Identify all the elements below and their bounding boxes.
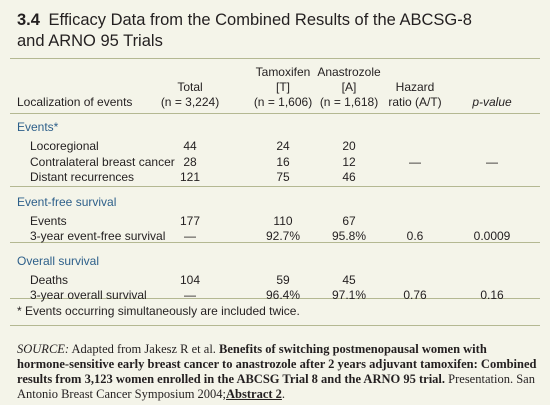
row-label: Deaths: [30, 272, 69, 287]
row-label: Events: [30, 213, 67, 228]
rule: [10, 58, 540, 59]
cell: 67: [342, 213, 356, 228]
column-header: (n = 1,606): [253, 95, 313, 109]
rule: [10, 186, 540, 187]
source-title: Benefits of switching postmenopausal wom…: [17, 342, 537, 386]
cell: 104: [179, 272, 201, 287]
cell: 24: [276, 139, 290, 153]
row-label: Distant recurrences: [30, 170, 135, 184]
cell: —: [184, 288, 196, 302]
cell: 0.76: [403, 288, 427, 302]
source: SOURCE: Adapted from Jakesz R et al. Ben…: [17, 342, 537, 402]
cell: 12: [342, 154, 356, 169]
column-header: [T]: [276, 80, 290, 94]
column-header: Anastrozole: [317, 65, 381, 79]
cell: —: [409, 154, 421, 169]
cell: 75: [276, 170, 290, 184]
source-text: Presentation. San Antonio Breast Cancer …: [17, 372, 535, 401]
cell: 0.16: [480, 288, 504, 302]
cell: 97.1%: [331, 288, 367, 302]
title: 3.4 Efficacy Data from the Combined Resu…: [17, 10, 487, 52]
cell: —: [184, 229, 196, 243]
section-label: Overall survival: [17, 253, 100, 268]
row-label: 3-year event-free survival: [30, 229, 166, 243]
rule: [10, 242, 540, 243]
source-text: .: [281, 387, 286, 401]
cell: 16: [276, 154, 290, 169]
section-label: Events*: [17, 120, 59, 134]
column-header: [A]: [341, 80, 357, 94]
cell: 96.4%: [265, 288, 301, 302]
cell: 95.8%: [331, 229, 367, 243]
cell: 121: [179, 170, 201, 184]
column-header: p-value: [472, 95, 512, 109]
column-header: Total: [177, 80, 203, 94]
source-text: Adapted from Jakesz R et al.: [71, 342, 216, 356]
section-label: Event-free survival: [17, 194, 117, 209]
row-label: Locoregional: [30, 139, 99, 153]
column-header: Tamoxifen: [255, 65, 311, 79]
cell: 177: [179, 213, 201, 228]
source-link[interactable]: Abstract 2: [226, 387, 282, 401]
rule: [10, 298, 540, 299]
cell: 110: [273, 213, 293, 228]
cell: 92.7%: [265, 229, 301, 243]
footnote: * Events occurring simultaneously are in…: [17, 304, 300, 318]
row-label: Contralateral breast cancer: [30, 154, 175, 169]
cell: 0.6: [406, 229, 424, 243]
cell: 45: [342, 272, 356, 287]
column-header: (n = 1,618): [319, 95, 379, 109]
cell: 28: [183, 154, 197, 169]
rule: [10, 325, 540, 326]
cell: 44: [183, 139, 197, 153]
column-header: ratio (A/T): [388, 95, 442, 109]
column-header: (n = 3,224): [160, 95, 220, 109]
title-number: 3.4: [17, 11, 40, 29]
source-label: SOURCE:: [17, 342, 70, 356]
column-header: Hazard: [395, 80, 435, 94]
cell: —: [486, 154, 498, 169]
cell: 0.0009: [473, 229, 511, 243]
cell: 46: [342, 170, 356, 184]
column-header: Localization of events: [17, 95, 133, 109]
cell: 59: [276, 272, 290, 287]
title-text: Efficacy Data from the Combined Results …: [17, 11, 472, 50]
cell: 20: [342, 139, 356, 153]
rule: [10, 113, 540, 114]
row-label: 3-year overall survival: [30, 288, 147, 302]
